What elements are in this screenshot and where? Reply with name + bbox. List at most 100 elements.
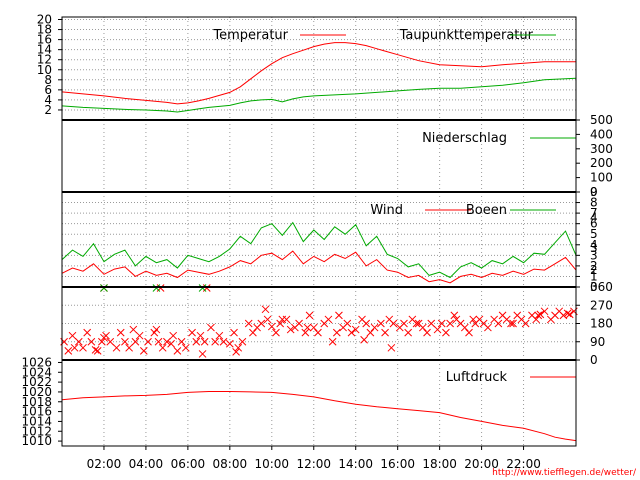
scatter-point bbox=[100, 284, 108, 292]
scatter-point bbox=[152, 284, 161, 292]
y-tick-label: 1 bbox=[590, 269, 598, 283]
scatter-point bbox=[305, 311, 314, 320]
scatter-point bbox=[437, 319, 446, 328]
x-tick-label: 22:00 bbox=[506, 457, 541, 471]
x-tick-label: 18:00 bbox=[422, 457, 457, 471]
scatter-point bbox=[400, 319, 408, 328]
y-tick-label: 9 bbox=[590, 185, 598, 199]
y-tick-label: 3 bbox=[590, 248, 598, 262]
scatter-point bbox=[314, 328, 322, 337]
x-tick-label: 20:00 bbox=[464, 457, 499, 471]
y-tick-label: 14 bbox=[37, 43, 52, 57]
scatter-point bbox=[154, 337, 163, 346]
scatter-point bbox=[125, 343, 133, 352]
scatter-point bbox=[100, 333, 108, 342]
scatter-point bbox=[91, 346, 100, 354]
x-tick-label: 14:00 bbox=[338, 457, 373, 471]
scatter-point bbox=[263, 315, 272, 324]
scatter-point bbox=[249, 328, 257, 337]
x-tick-label: 12:00 bbox=[296, 457, 331, 471]
scatter-point bbox=[83, 328, 92, 337]
scatter-point bbox=[200, 337, 209, 346]
y-tick-label: 2 bbox=[44, 103, 52, 117]
scatter-point bbox=[196, 331, 205, 340]
series-luftdruck bbox=[61, 391, 577, 442]
scatter-point bbox=[169, 331, 178, 340]
scatter-point bbox=[387, 343, 396, 352]
y-tick-label: 6 bbox=[44, 83, 52, 97]
scatter-point bbox=[230, 328, 238, 337]
y-tick-label: 400 bbox=[590, 127, 613, 141]
scatter-point bbox=[211, 337, 220, 346]
y-tick-label: 20 bbox=[37, 13, 52, 27]
source-url[interactable]: http://www.tiefflegen.de/wetter/ bbox=[492, 468, 637, 478]
x-tick-label: 04:00 bbox=[129, 457, 164, 471]
scatter-point bbox=[433, 325, 442, 334]
scatter-point bbox=[303, 323, 312, 332]
scatter-point bbox=[366, 328, 375, 337]
scatter-point bbox=[465, 328, 473, 337]
y-tick-label: 90 bbox=[590, 335, 605, 349]
scatter-point bbox=[198, 350, 207, 358]
scatter-point bbox=[207, 323, 215, 332]
y2-tick-label: 3 bbox=[590, 241, 598, 255]
scatter-point bbox=[87, 337, 96, 346]
scatter-point bbox=[347, 328, 356, 337]
y-tick-label: 1024 bbox=[21, 365, 52, 379]
scatter-point bbox=[232, 348, 240, 356]
scatter-point bbox=[446, 319, 454, 328]
y-tick-label: 12 bbox=[37, 53, 52, 67]
scatter-point bbox=[121, 337, 129, 346]
scatter-point bbox=[286, 325, 295, 334]
scatter-point bbox=[362, 319, 371, 328]
scatter-point bbox=[152, 325, 161, 334]
scatter-point bbox=[442, 328, 450, 337]
y-tick-label: 1026 bbox=[21, 355, 52, 369]
y-tick-label: 300 bbox=[590, 142, 613, 156]
scatter-point bbox=[324, 315, 333, 324]
scatter-point bbox=[129, 325, 138, 334]
scatter-point bbox=[460, 323, 469, 332]
scatter-point bbox=[106, 337, 115, 346]
scatter-point bbox=[332, 328, 341, 337]
scatter-point bbox=[328, 337, 337, 346]
scatter-point bbox=[272, 328, 280, 337]
panel-3: 0 90 180 270 360 bbox=[60, 280, 613, 367]
legend-label: Wind bbox=[370, 203, 403, 218]
scatter-point bbox=[389, 319, 398, 328]
scatter-point bbox=[521, 319, 530, 328]
scatter-point bbox=[370, 323, 379, 332]
legend-label: Luftdruck bbox=[446, 370, 508, 385]
y-tick-label: 8 bbox=[590, 196, 598, 210]
scatter-point bbox=[173, 347, 182, 355]
scatter-point bbox=[215, 331, 224, 340]
legend-label: Niederschlag bbox=[422, 131, 507, 146]
scatter-point bbox=[427, 319, 436, 328]
scatter-point bbox=[74, 337, 83, 346]
series-boeen bbox=[61, 221, 577, 279]
scatter-point bbox=[509, 319, 517, 328]
series-temperatur bbox=[61, 42, 576, 105]
scatter-point bbox=[559, 311, 568, 320]
y-tick-label: 200 bbox=[590, 156, 613, 170]
y-tick-label: 7 bbox=[590, 206, 598, 220]
y-tick-label: 100 bbox=[590, 171, 613, 185]
scatter-point bbox=[135, 331, 144, 340]
y-tick-label: 1016 bbox=[21, 405, 52, 419]
scatter-point bbox=[261, 305, 270, 314]
legend-label: Taupunkttemperatur bbox=[399, 28, 534, 43]
y-tick-label: 4 bbox=[590, 238, 598, 252]
y-tick-label: 1022 bbox=[21, 375, 52, 389]
y-tick-label: 1018 bbox=[21, 395, 52, 409]
y-tick-label: 4 bbox=[44, 93, 52, 107]
y-tick-label: 8 bbox=[44, 73, 52, 87]
scatter-point bbox=[112, 343, 121, 352]
scatter-point bbox=[450, 311, 459, 320]
scatter-point bbox=[181, 343, 190, 352]
y-tick-label: 1012 bbox=[21, 424, 52, 438]
scatter-point bbox=[139, 347, 148, 355]
